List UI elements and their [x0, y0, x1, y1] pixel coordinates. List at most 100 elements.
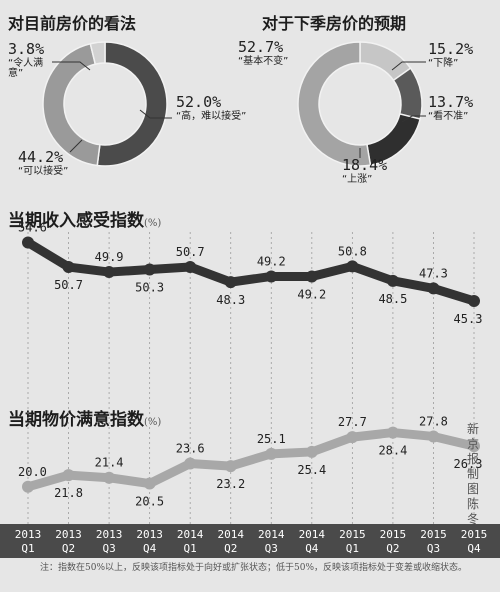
pie0-label-acceptable: 44.2% “可以接受”: [18, 148, 69, 177]
price-chart-unit: (%): [144, 417, 162, 428]
data-label-1-10: 27.8: [419, 414, 448, 428]
donut-current-price: [42, 41, 172, 167]
data-label-1-7: 25.4: [297, 463, 326, 477]
data-label-0-6: 49.2: [257, 254, 286, 268]
pie-title-next-season: 对于下季房价的预期: [262, 14, 407, 33]
data-label-0-5: 48.3: [216, 293, 245, 307]
x-tick-year: 2013: [96, 528, 123, 541]
data-label-1-11: 26.3: [454, 457, 483, 471]
data-label-1-4: 23.6: [176, 442, 205, 456]
data-label-0-9: 48.5: [378, 292, 407, 306]
data-point-0-1: [62, 261, 75, 274]
x-tick-year: 2015: [380, 528, 407, 541]
data-point-1-8: [346, 431, 359, 444]
data-point-0-3: [143, 263, 156, 276]
pie0-leader-high: [139, 109, 172, 119]
data-point-1-6: [265, 447, 278, 460]
data-label-1-0: 20.0: [18, 465, 47, 479]
data-point-1-1: [62, 469, 75, 482]
x-tick-quarter: Q4: [143, 542, 157, 555]
pie0-slice-1: [42, 42, 101, 167]
x-tick-quarter: Q3: [427, 542, 440, 555]
x-tick-quarter: Q3: [265, 542, 278, 555]
pie1-label-unchanged: 52.7% “基本不变”: [238, 38, 289, 67]
x-tick-quarter: Q4: [467, 542, 481, 555]
data-point-1-2: [103, 471, 116, 484]
x-tick-year: 2015: [420, 528, 447, 541]
data-point-0-9: [386, 274, 399, 287]
data-label-1-3: 20.5: [135, 495, 164, 509]
data-point-1-4: [184, 457, 197, 470]
data-label-1-9: 28.4: [378, 444, 407, 458]
data-point-1-5: [224, 460, 237, 473]
data-label-0-2: 49.9: [95, 250, 124, 264]
price-chart-title: 当期物价满意指数(%): [8, 410, 162, 430]
pie0-leader-acceptable: [69, 139, 83, 153]
x-tick-quarter: Q2: [224, 542, 237, 555]
pie0-slice-0: [96, 41, 168, 167]
data-point-1-7: [305, 445, 318, 458]
pie1-leader-down: [391, 61, 426, 71]
donut-next-season: [297, 41, 426, 167]
x-tick-year: 2014: [258, 528, 285, 541]
income-chart-title: 当期收入感受指数(%): [8, 211, 162, 231]
pie1-label-unsure: 13.7% “看不准”: [428, 93, 474, 122]
x-tick-quarter: Q2: [62, 542, 75, 555]
x-tick-quarter: Q1: [346, 542, 359, 555]
x-tick-quarter: Q3: [102, 542, 115, 555]
data-point-1-10: [427, 430, 440, 443]
data-label-0-10: 47.3: [419, 266, 448, 280]
data-point-0-11: [468, 294, 480, 307]
data-label-1-5: 23.2: [216, 477, 245, 491]
data-label-1-6: 25.1: [257, 432, 286, 446]
data-point-1-11: [468, 440, 480, 453]
data-label-0-0: 54.6: [18, 221, 47, 235]
pie-title-current-price: 对目前房价的看法: [8, 14, 137, 33]
x-tick-year: 2014: [217, 528, 244, 541]
x-tick-year: 2015: [461, 528, 488, 541]
x-tick-quarter: Q2: [386, 542, 399, 555]
data-point-0-8: [346, 260, 359, 273]
pie0-label-high: 52.0% “高，难以接受”: [176, 93, 247, 122]
series-line-1: [23, 428, 479, 492]
data-point-0-4: [184, 261, 197, 274]
pie1-label-up: 18.4% “上涨”: [342, 156, 388, 185]
x-tick-year: 2013: [55, 528, 82, 541]
x-tick-year: 2015: [339, 528, 366, 541]
x-tick-year: 2014: [299, 528, 326, 541]
data-label-0-3: 50.3: [135, 281, 164, 295]
data-point-0-2: [103, 266, 116, 279]
data-label-0-4: 50.7: [176, 245, 205, 259]
series-line-0: [23, 238, 479, 306]
x-tick-quarter: Q4: [305, 542, 319, 555]
data-label-1-2: 21.4: [95, 456, 124, 470]
data-point-0-10: [427, 282, 440, 295]
credit: 新京报制图陈冬: [467, 422, 480, 526]
x-tick-quarter: Q1: [21, 542, 34, 555]
pie0-leader-satisfied: [52, 61, 91, 71]
data-point-1-3: [143, 477, 156, 490]
pie1-leader-unsure: [401, 115, 426, 123]
pie0-slice-2: [89, 41, 106, 66]
pie0-label-satisfied: 3.8% “令人满意”: [8, 40, 45, 79]
data-point-0-0: [22, 236, 34, 249]
pie1-slice-3: [297, 41, 372, 167]
data-point-0-5: [224, 276, 237, 289]
data-point-1-0: [22, 480, 34, 493]
income-chart-unit: (%): [144, 218, 162, 229]
data-point-0-6: [265, 270, 278, 283]
data-point-0-7: [305, 270, 318, 283]
x-tick-year: 2013: [15, 528, 42, 541]
data-label-0-11: 45.3: [454, 312, 483, 326]
x-tick-year: 2013: [136, 528, 163, 541]
data-label-1-1: 21.8: [54, 486, 83, 500]
data-label-1-8: 27.7: [338, 415, 367, 429]
pie1-label-down: 15.2% “下降”: [428, 40, 474, 69]
footnote: 注：指数在50%以上，反映该项指标处于向好或扩张状态；低于50%，反映该项指标处…: [40, 563, 468, 573]
data-label-0-8: 50.8: [338, 244, 367, 258]
data-label-0-1: 50.7: [54, 278, 83, 292]
data-label-0-7: 49.2: [297, 287, 326, 301]
x-tick-quarter: Q1: [184, 542, 197, 555]
